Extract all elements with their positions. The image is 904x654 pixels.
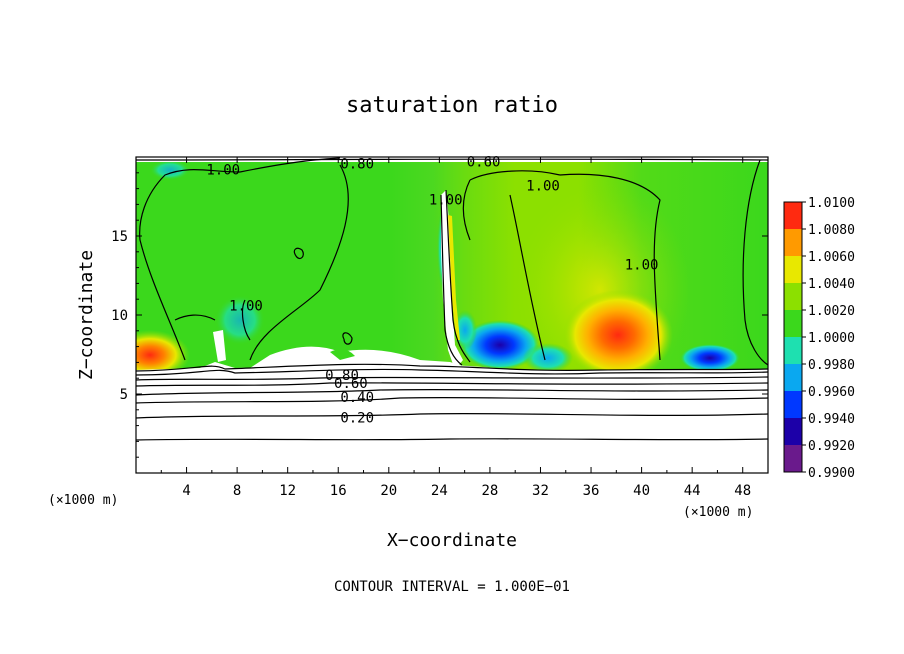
x-axis-title: X−coordinate [387,530,517,551]
x-tick-label: 16 [330,483,347,499]
x-tick-label: 40 [633,483,650,499]
colorbar-label: 0.9980 [808,358,855,373]
colorbar-swatch [784,364,802,391]
y-tick-label: 5 [120,387,128,403]
colorbar-label: 1.0020 [808,304,855,319]
x-tick-label: 32 [532,483,549,499]
y-tick-label: 15 [111,229,128,245]
y-tick-label: 10 [111,308,128,324]
contour-label: 0.40 [340,390,374,406]
plot-area [136,157,768,473]
x-tick-label: 24 [431,483,448,499]
contour-lines [136,157,768,441]
contour-interval-note: CONTOUR INTERVAL = 1.000E−01 [334,579,570,595]
x-tick-label: 20 [380,483,397,499]
colorbar-swatch [784,229,802,256]
x-axis-unit: (×1000 m) [683,505,753,520]
colorbar-swatch [784,418,802,445]
colorbar-swatch [784,337,802,364]
contour-label: 0.80 [325,368,359,384]
y-axis-unit: (×1000 m) [48,493,118,508]
y-axis-title: Z−coordinate [76,250,97,380]
contour-label: 1.00 [229,299,263,315]
colorbar-label: 0.9920 [808,439,855,454]
colorbar-label: 1.0060 [808,250,855,265]
x-tick-label: 48 [734,483,751,499]
colorbar-swatch [784,283,802,310]
x-tick-label: 12 [279,483,296,499]
contour-label: 0.80 [340,156,374,172]
subcloud-region [136,370,768,473]
x-tick-label: 28 [481,483,498,499]
contour-label: 1.00 [526,178,560,194]
colorbar: 0.9900 0.9920 0.9940 0.9960 0.9980 1.0000 1.00… [783,196,855,481]
colorbar-label: 1.0080 [808,223,855,238]
colorbar-swatch [784,445,802,472]
colorbar-label: 1.0100 [808,196,855,211]
contour-label: 1.00 [625,257,659,273]
field-features [136,160,740,400]
x-tick-label: 8 [233,483,241,499]
contour-labels: 1.00 0.80 0.601.001.001.001.000.800.600.40… [206,155,658,427]
colorbar-label: 0.9940 [808,412,855,427]
colorbar-label: 0.9900 [808,466,855,481]
colorbar-swatch [784,310,802,337]
colorbar-label: 1.0000 [808,331,855,346]
colorbar-label: 0.9960 [808,385,855,400]
x-tick-label: 4 [182,483,190,499]
contour-label: 0.60 [467,155,501,171]
x-tick-label: 44 [684,483,701,499]
x-tick-label: 36 [583,483,600,499]
chart-title: saturation ratio [346,93,558,118]
x-axis: 4 8 12 16 20 24 28 32 36 40 44 48 [160,157,751,499]
contour-label: 0.20 [340,411,374,427]
colorbar-swatch [784,256,802,283]
colorbar-swatch [784,391,802,418]
contour-label: 1.00 [206,163,240,179]
contour-label: 1.00 [429,193,463,209]
colorbar-swatch [784,202,802,229]
y-axis: 5 10 15 [111,172,768,458]
colorbar-label: 1.0040 [808,277,855,292]
contour-label: 0.60 [334,376,368,392]
